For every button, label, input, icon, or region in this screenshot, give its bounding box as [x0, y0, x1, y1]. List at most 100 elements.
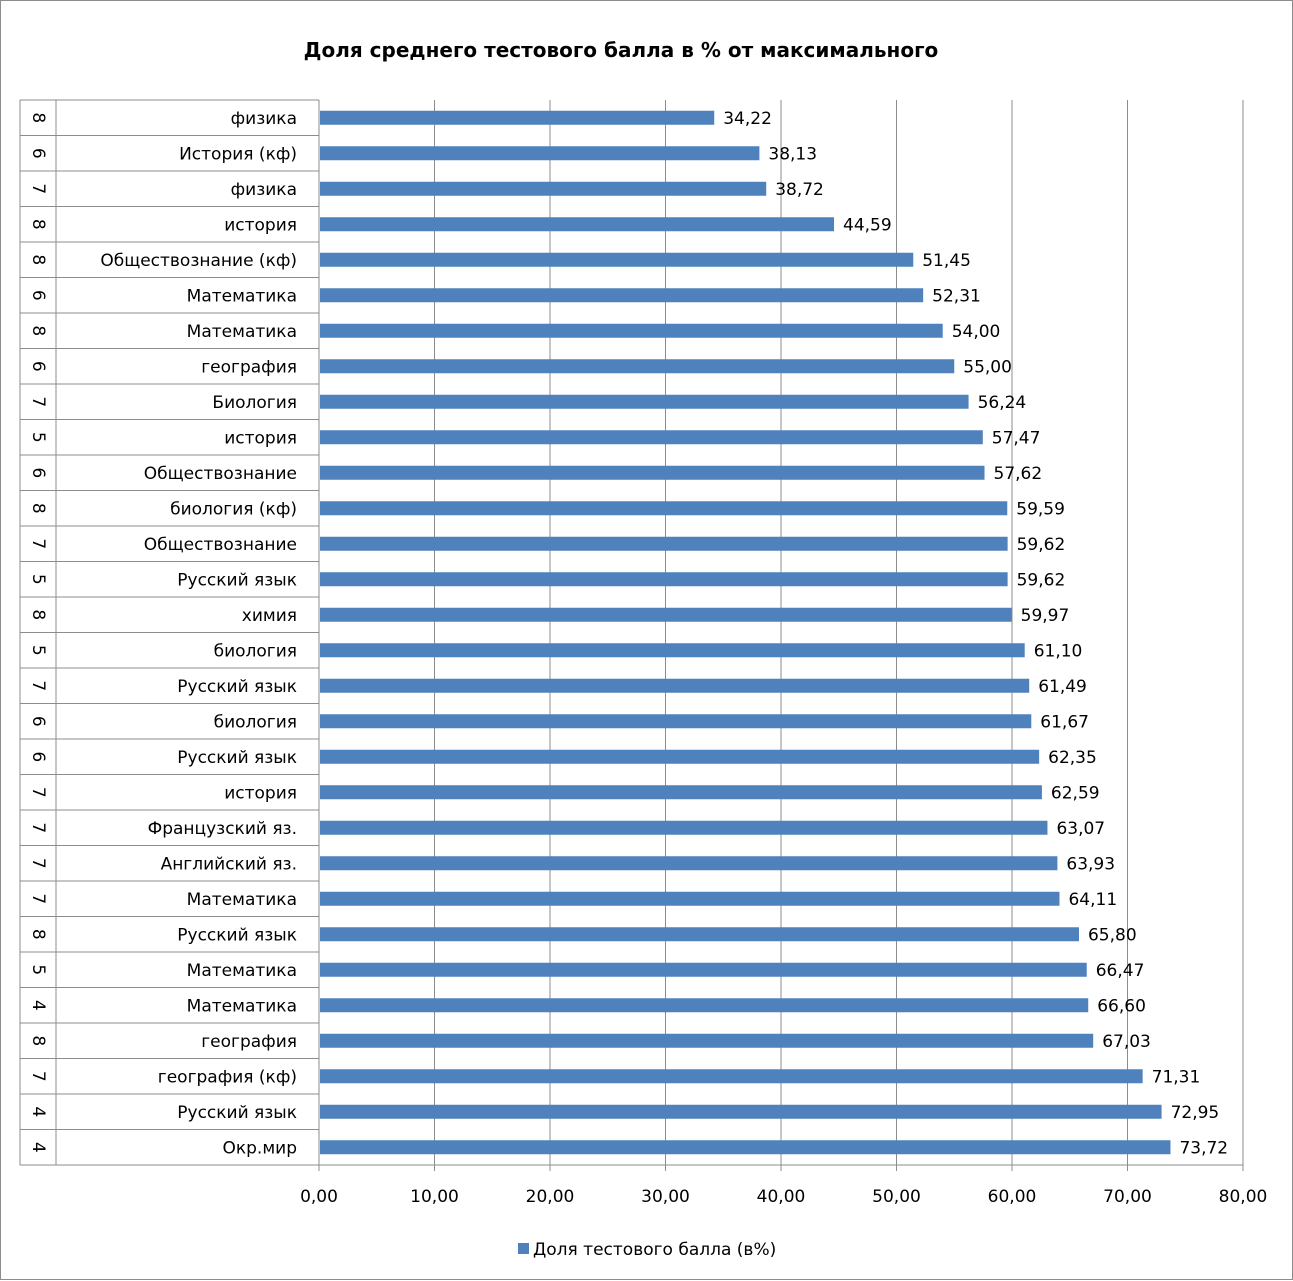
grade-label: 8: [28, 219, 48, 230]
grade-label: 5: [28, 432, 48, 443]
x-tick-label: 40,00: [757, 1187, 806, 1207]
bar: [320, 181, 767, 196]
data-label: 64,11: [1068, 890, 1117, 910]
grade-label: 8: [28, 503, 48, 514]
category-label: История (кф): [179, 144, 297, 164]
data-label: 59,97: [1021, 606, 1070, 626]
data-labels: 34,22 38,13 38,72 44,59 51,45 52,31 54,00 55,00…: [723, 109, 1228, 1159]
bar: [320, 146, 760, 161]
data-label: 51,45: [922, 251, 971, 271]
category-label: Русский язык: [177, 1103, 297, 1123]
data-label: 44,59: [843, 215, 892, 235]
bar: [320, 501, 1008, 516]
bar: [320, 430, 983, 445]
grade-label: 6: [28, 467, 48, 478]
category-label: Математика: [187, 996, 297, 1016]
data-label: 67,03: [1102, 1032, 1151, 1052]
bar: [320, 927, 1079, 942]
data-label: 62,59: [1051, 783, 1100, 803]
data-label: 59,59: [1016, 499, 1065, 519]
data-label: 66,47: [1096, 961, 1145, 981]
category-label: биология: [214, 641, 297, 661]
category-label: химия: [242, 606, 297, 626]
grade-label: 4: [28, 1106, 48, 1117]
category-label: Русский язык: [177, 677, 297, 697]
bar: [320, 1069, 1143, 1084]
category-label: Обществознание: [144, 535, 297, 555]
data-label: 57,62: [994, 464, 1043, 484]
category-label: физика: [231, 109, 297, 129]
category-label: Русский язык: [177, 748, 297, 768]
data-label: 52,31: [932, 286, 981, 306]
x-tick-label: 60,00: [988, 1187, 1037, 1207]
bar: [320, 323, 943, 338]
data-label: 63,07: [1056, 819, 1105, 839]
data-label: 63,93: [1066, 854, 1115, 874]
grade-label: 7: [28, 858, 48, 869]
data-label: 61,67: [1040, 712, 1089, 732]
category-label: география: [201, 1032, 297, 1052]
legend-swatch: [518, 1243, 529, 1254]
bar: [320, 252, 914, 267]
grade-label: 7: [28, 183, 48, 194]
data-label: 55,00: [963, 357, 1012, 377]
bar: [320, 643, 1025, 658]
bar: [320, 359, 955, 374]
category-label: история: [224, 215, 297, 235]
data-label: 71,31: [1152, 1067, 1201, 1087]
x-tick-label: 50,00: [872, 1187, 921, 1207]
grade-label: 7: [28, 396, 48, 407]
legend: Доля тестового балла (в%): [518, 1240, 776, 1260]
grade-label: 8: [28, 609, 48, 620]
bar: [320, 1104, 1162, 1119]
bar: [320, 998, 1089, 1013]
data-label: 61,10: [1034, 641, 1083, 661]
data-label: 73,72: [1179, 1138, 1228, 1158]
grade-label: 5: [28, 645, 48, 656]
category-label: история: [224, 783, 297, 803]
grade-label: 8: [28, 1035, 48, 1046]
bar: [320, 891, 1060, 906]
category-label: Русский язык: [177, 925, 297, 945]
grade-label: 6: [28, 148, 48, 159]
grade-label: 7: [28, 538, 48, 549]
bar: [320, 607, 1012, 622]
grade-label: 8: [28, 929, 48, 940]
data-label: 34,22: [723, 109, 772, 129]
category-label: Обществознание (кф): [100, 251, 297, 271]
data-label: 54,00: [952, 322, 1001, 342]
x-tick-label: 80,00: [1219, 1187, 1268, 1207]
bar: [320, 678, 1030, 693]
data-label: 72,95: [1171, 1103, 1220, 1123]
bars: [320, 110, 1171, 1155]
category-label: Русский язык: [177, 570, 297, 590]
data-label: 59,62: [1017, 535, 1066, 555]
category-label: биология: [214, 712, 297, 732]
x-tick-label: 0,00: [300, 1187, 338, 1207]
grade-label: 7: [28, 1071, 48, 1082]
grade-label: 7: [28, 787, 48, 798]
bar: [320, 856, 1058, 871]
category-label: Французский яз.: [148, 819, 297, 839]
grade-label: 4: [28, 1000, 48, 1011]
category-label: Биология: [212, 393, 297, 413]
data-label: 66,60: [1097, 996, 1146, 1016]
grade-label: 4: [28, 1142, 48, 1153]
category-label: Математика: [187, 961, 297, 981]
category-label: Английский яз.: [161, 854, 297, 874]
bar: [320, 714, 1032, 729]
category-label: Обществознание: [144, 464, 297, 484]
chart-title: Доля среднего тестового балла в % от мак…: [304, 38, 939, 62]
grade-label: 6: [28, 716, 48, 727]
category-label: Математика: [187, 322, 297, 342]
category-label: Математика: [187, 286, 297, 306]
bar: [320, 217, 835, 232]
bar: [320, 572, 1008, 587]
grade-label: 8: [28, 254, 48, 265]
bar: [320, 110, 715, 125]
bar: [320, 288, 924, 303]
grade-label: 7: [28, 680, 48, 691]
category-label: Окр.мир: [222, 1138, 297, 1158]
